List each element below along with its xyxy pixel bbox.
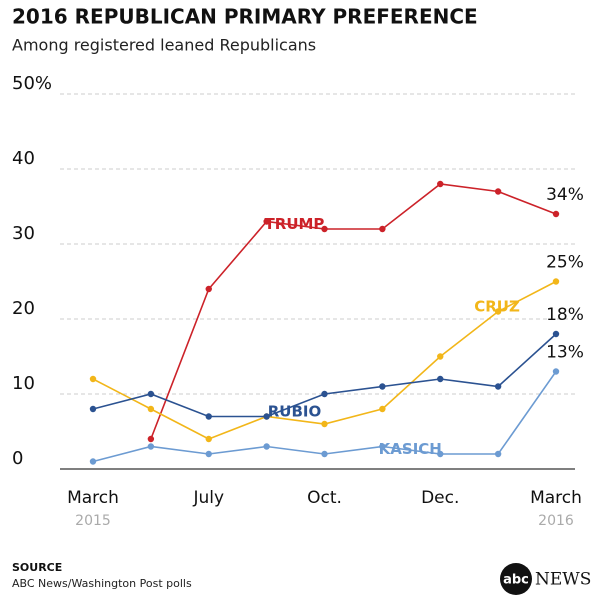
data-point	[494, 450, 502, 458]
data-point	[147, 443, 155, 450]
series-name-label: TRUMP	[265, 215, 325, 233]
data-point	[437, 180, 444, 188]
data-point	[205, 285, 212, 293]
chart-title: 2016 REPUBLICAN PRIMARY PREFERENCE	[12, 5, 478, 29]
x-tick-sublabel: 2016	[538, 513, 574, 529]
data-point	[89, 375, 97, 383]
data-point	[205, 450, 212, 458]
source-text: ABC News/Washington Post polls	[12, 577, 192, 590]
x-tick-label: March	[67, 488, 119, 508]
y-tick-label: 30	[12, 223, 35, 244]
y-tick-label: 20	[12, 298, 35, 319]
series-name-label: CRUZ	[474, 298, 520, 316]
data-point	[321, 225, 328, 233]
data-label: 25%	[546, 253, 584, 273]
x-tick-sublabel: 2015	[75, 513, 111, 529]
data-point	[147, 405, 155, 413]
x-tick-label: July	[192, 488, 224, 508]
data-point	[437, 375, 444, 383]
data-point	[263, 218, 270, 225]
y-tick-label: 10	[12, 373, 35, 394]
data-point	[205, 435, 212, 443]
logo-circle	[500, 563, 532, 595]
data-point	[263, 443, 270, 450]
x-tick-label: Oct.	[307, 488, 342, 508]
data-point	[147, 435, 155, 443]
data-point	[147, 390, 155, 398]
y-tick-label: 50%	[12, 73, 52, 94]
data-point	[205, 413, 212, 420]
data-point	[552, 368, 560, 375]
data-point	[321, 390, 328, 398]
data-point	[379, 405, 386, 413]
chart-subtitle: Among registered leaned Republicans	[12, 36, 316, 55]
data-point	[321, 450, 328, 458]
y-tick-label: 0	[12, 448, 23, 469]
data-point	[437, 353, 444, 360]
data-label: 18%	[546, 305, 584, 325]
data-label: 34%	[546, 185, 584, 205]
series-line	[150, 183, 557, 440]
y-tick-label: 40	[12, 148, 35, 169]
series-name-label: RUBIO	[268, 403, 322, 421]
data-point	[552, 210, 560, 218]
data-point	[89, 458, 97, 465]
x-tick-label: March	[530, 488, 582, 508]
data-point	[379, 383, 386, 390]
data-point	[321, 420, 328, 428]
data-point	[379, 443, 386, 450]
data-point	[89, 405, 97, 413]
series-line	[92, 333, 557, 418]
data-point	[494, 188, 502, 195]
data-point	[437, 450, 444, 458]
data-point	[379, 225, 386, 233]
logo-mark: abc	[503, 573, 529, 588]
x-tick-label: Dec.	[421, 488, 459, 508]
data-label: 13%	[546, 343, 584, 363]
data-point	[552, 330, 560, 338]
data-point	[552, 278, 560, 285]
source-heading: SOURCE	[12, 561, 62, 574]
logo-text: NEWS	[535, 570, 591, 590]
data-point	[494, 308, 502, 315]
series-name-label: KASICH	[379, 440, 442, 458]
data-point	[263, 413, 270, 420]
data-point	[494, 383, 502, 390]
